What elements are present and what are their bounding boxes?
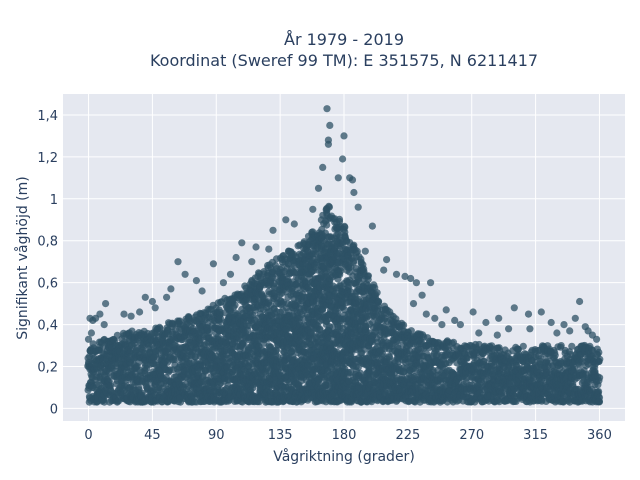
data-point	[150, 353, 158, 362]
chart-title-line2: Koordinat (Sweref 99 TM): E 351575, N 62…	[150, 51, 538, 70]
data-point	[337, 267, 345, 275]
data-point	[216, 314, 225, 323]
data-point	[231, 301, 239, 309]
data-point	[279, 252, 288, 260]
data-point	[373, 289, 381, 297]
data-point	[172, 355, 180, 364]
data-point	[259, 292, 267, 300]
data-point	[364, 276, 372, 284]
data-point	[360, 265, 368, 273]
data-point	[100, 398, 108, 406]
data-point	[325, 203, 333, 211]
data-point	[156, 323, 164, 331]
data-point	[400, 321, 408, 329]
data-point	[340, 225, 348, 233]
chart-title-line1: År 1979 - 2019	[284, 30, 404, 49]
data-point	[89, 340, 97, 348]
data-points	[84, 105, 604, 406]
data-point	[375, 297, 383, 306]
data-point	[215, 306, 223, 314]
